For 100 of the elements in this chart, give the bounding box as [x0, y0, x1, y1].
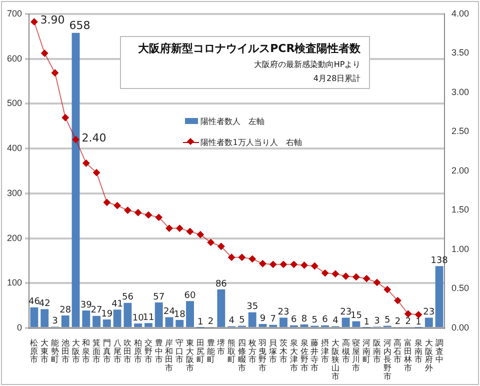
data-label: 4 [332, 316, 339, 326]
bar [124, 302, 132, 327]
x-tick-label: 四條畷市 [238, 338, 246, 373]
bar [300, 324, 308, 327]
data-label: 60 [184, 290, 196, 301]
bar [280, 318, 288, 327]
data-label: 11 [142, 312, 154, 323]
point [363, 275, 370, 282]
point [415, 311, 422, 318]
x-tick-label: 豊中市 [154, 338, 163, 364]
bar [165, 317, 174, 327]
y-tick-label: 400 [6, 143, 22, 154]
x-tick-label: 柏原市 [133, 338, 142, 364]
x-tick-label: 大東市 [40, 338, 49, 364]
annotation: 4月28日累計 [312, 72, 361, 84]
point [300, 262, 308, 269]
x-tick-label: 茨木市 [279, 338, 288, 364]
data-label: 56 [122, 292, 134, 303]
data-label: 2.40 [82, 131, 106, 144]
point [322, 270, 329, 277]
y2-tick-label: 2.00 [451, 165, 470, 176]
data-label: 27 [90, 306, 102, 316]
y-tick-label: 700 [6, 8, 22, 18]
bar [186, 301, 194, 327]
bar [176, 320, 184, 327]
data-label: 138 [430, 256, 448, 266]
x-tick-label: 羽曳野市 [258, 338, 267, 373]
x-tick-label: 高石市 [394, 338, 402, 364]
x-tick-label: 交野市 [144, 338, 152, 364]
x-tick-label: 大阪府外 [424, 338, 433, 373]
data-label: 1 [198, 317, 204, 328]
x-tick-label: 摂津市 [321, 338, 330, 364]
x-tick-label: 松原市 [30, 338, 38, 364]
x-tick-label: 枚方市 [247, 338, 256, 364]
bar [435, 266, 444, 327]
y2-tick-label: 1.50 [451, 204, 470, 215]
data-label: 6 [291, 315, 298, 326]
x-tick-label: 泉佐野市 [300, 338, 308, 373]
point [41, 50, 48, 57]
bar [30, 307, 38, 327]
bar [217, 289, 226, 327]
bar [72, 32, 80, 327]
x-tick-label: 調査中 [435, 338, 444, 364]
point [51, 69, 58, 76]
x-tick-label: 泉南市 [414, 338, 423, 364]
point [166, 224, 173, 232]
point [228, 254, 236, 261]
point [404, 310, 412, 318]
point [176, 224, 184, 232]
point [248, 255, 256, 262]
point [103, 198, 110, 206]
x-tick-label: 阪南市 [372, 338, 381, 364]
data-label: 3 [52, 316, 58, 326]
bar [154, 302, 163, 327]
point [72, 136, 80, 144]
bar [82, 310, 90, 327]
y-tick-label: 500 [6, 98, 22, 108]
data-label: 35 [246, 302, 258, 312]
point [238, 254, 246, 261]
point [290, 260, 298, 268]
data-label: 57 [153, 292, 165, 302]
data-label: 3 [374, 316, 380, 326]
bar [352, 321, 360, 327]
point [311, 262, 318, 270]
x-tick-label: 泉大津市 [290, 338, 298, 373]
data-label: 3.90 [40, 14, 65, 27]
data-label: 8 [301, 314, 308, 324]
bar [258, 324, 267, 327]
point [280, 260, 287, 268]
y2-tick-label: 3.50 [451, 48, 470, 58]
point [373, 278, 380, 286]
x-tick-label: 大阪狭山市 [331, 338, 340, 382]
data-label: 1 [364, 317, 370, 328]
data-label: 28 [60, 305, 72, 316]
point [207, 238, 214, 246]
point [270, 260, 277, 268]
bar [134, 324, 142, 327]
x-tick-label: 高槻市 [342, 338, 350, 364]
data-label: 23 [423, 308, 435, 318]
data-label: 5 [384, 316, 390, 326]
point [259, 260, 266, 268]
point [144, 211, 152, 218]
x-tick-label: 藤井寺市 [310, 338, 319, 373]
x-tick-label: 豊能町 [206, 338, 215, 364]
y2-tick-label: 0.00 [451, 322, 470, 332]
x-tick-label: 守口市 [176, 338, 184, 364]
legend-label: 陽性者数人 左軸 [200, 116, 265, 128]
data-label: 5 [312, 316, 318, 326]
point [186, 228, 194, 235]
point [155, 214, 162, 221]
data-label: 24 [164, 307, 176, 318]
point [394, 297, 402, 304]
data-label: 658 [69, 19, 90, 32]
data-label: 2 [208, 316, 214, 327]
data-label: 7 [270, 314, 276, 325]
x-tick-label: 河南町 [362, 338, 371, 364]
x-tick-label: 熊取町 [228, 338, 236, 364]
x-tick-label: 岸和田市 [165, 338, 174, 373]
y2-tick-label: 1.00 [451, 244, 470, 254]
y2-tick-label: 3.00 [451, 86, 470, 97]
